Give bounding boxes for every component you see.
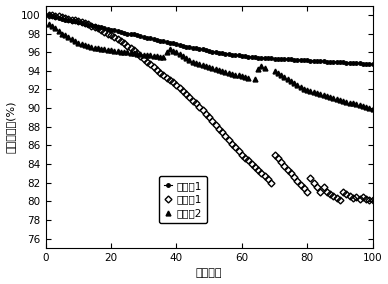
Line: 对比例1: 对比例1 <box>47 12 375 203</box>
对比例1 <box>239 153 244 156</box>
对比例2 <box>204 64 208 68</box>
对比例2 <box>128 51 133 54</box>
实施例1 <box>122 31 126 34</box>
实施例1 <box>354 61 359 65</box>
实施例1 <box>213 51 218 54</box>
实施例1 <box>47 13 51 16</box>
实施例1 <box>109 28 113 32</box>
实施例1 <box>239 54 244 58</box>
对比例2 <box>47 22 51 26</box>
Y-axis label: 容量保持率(%): 容量保持率(%) <box>5 101 16 153</box>
对比例2 <box>227 71 231 74</box>
对比例2 <box>69 37 74 41</box>
对比例1 <box>344 192 349 196</box>
对比例2 <box>370 107 375 111</box>
对比例2 <box>298 85 303 88</box>
对比例1 <box>213 123 218 127</box>
Line: 实施例1: 实施例1 <box>47 13 374 66</box>
对比例1 <box>354 195 359 199</box>
对比例1 <box>109 34 113 37</box>
对比例1 <box>370 199 375 202</box>
对比例1 <box>122 41 126 45</box>
Line: 对比例2: 对比例2 <box>47 22 375 112</box>
对比例1 <box>47 13 51 16</box>
Legend: 实施例1, 对比例1, 对比例2: 实施例1, 对比例1, 对比例2 <box>159 176 207 224</box>
实施例1 <box>370 62 375 66</box>
X-axis label: 循环次数: 循环次数 <box>196 268 222 278</box>
对比例2 <box>56 29 61 32</box>
实施例1 <box>344 61 349 64</box>
